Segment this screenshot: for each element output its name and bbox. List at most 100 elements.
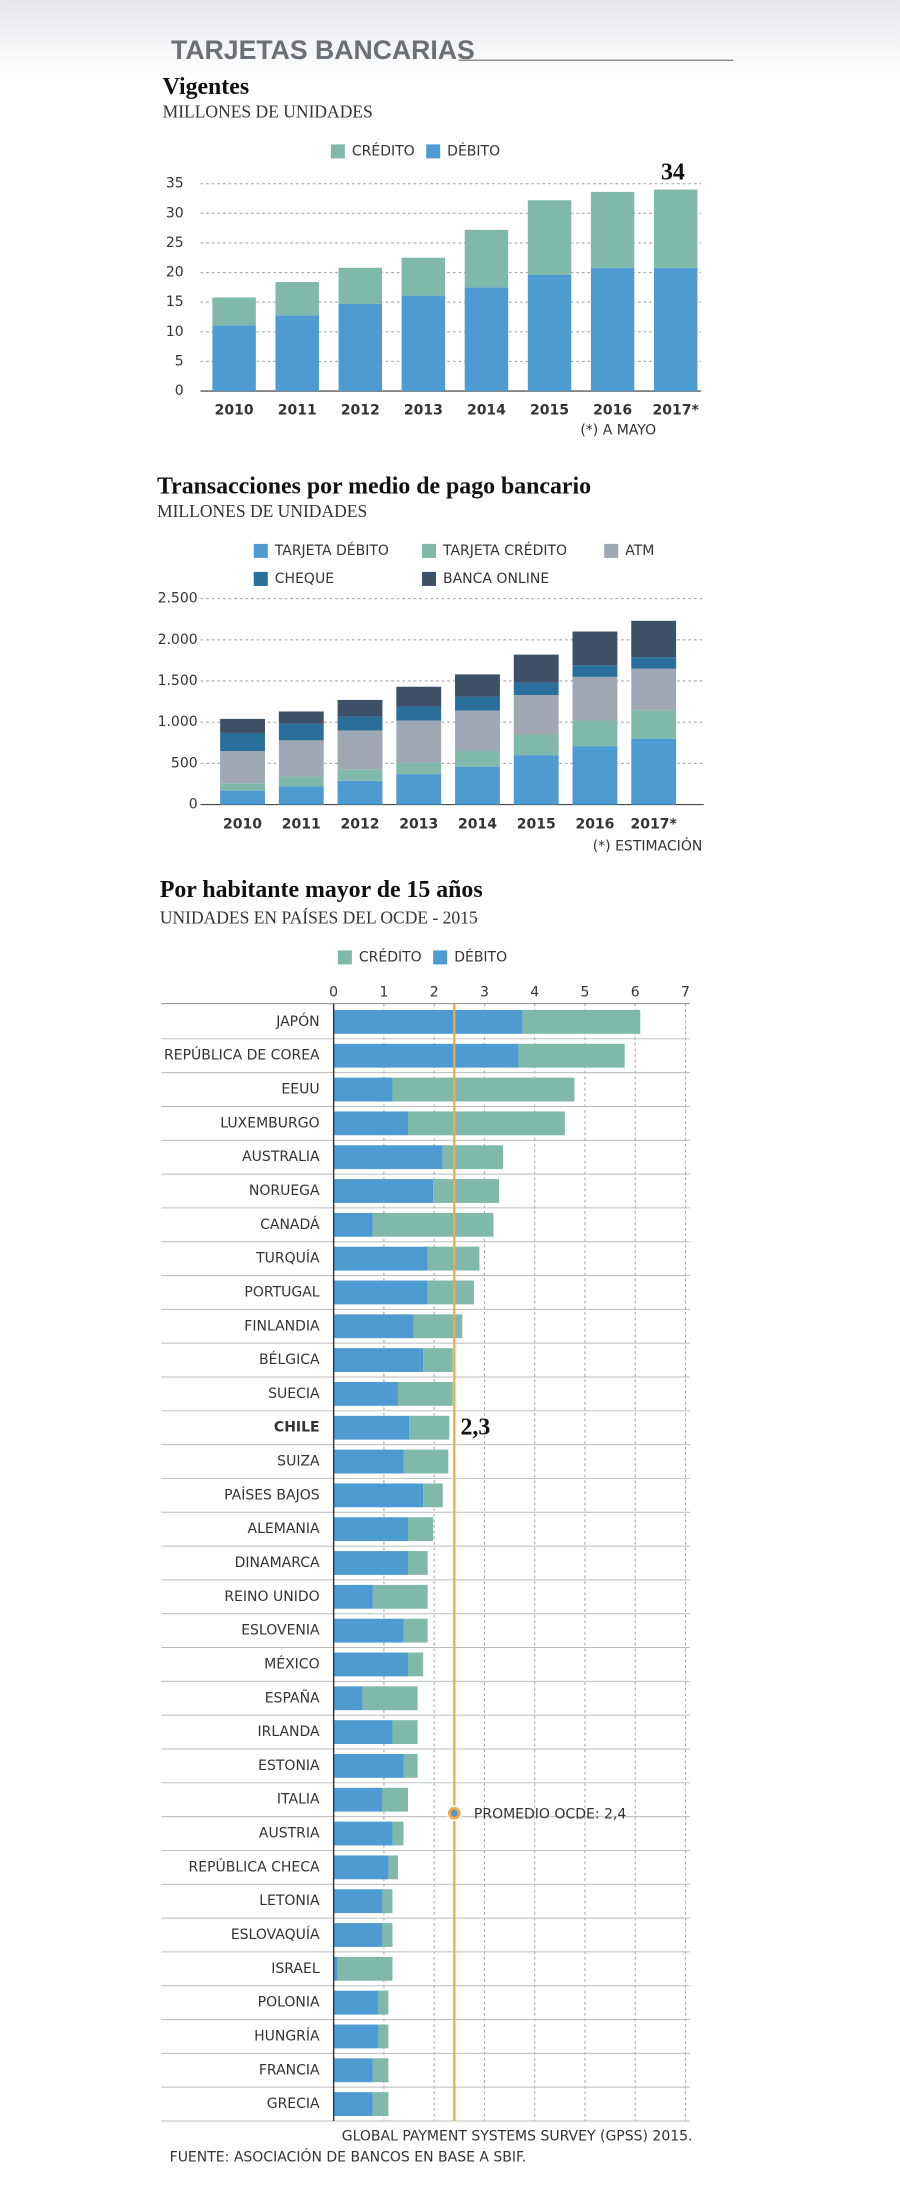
bar-segment: [401, 257, 446, 296]
bar-segment: [413, 1314, 463, 1339]
x-tick-label: 2012: [341, 403, 380, 419]
legend-label: TARJETA CRÉDITO: [442, 542, 567, 559]
bar-segment: [220, 751, 265, 784]
y-tick-label: 20: [166, 265, 184, 281]
y-tick-label: EEUU: [281, 1082, 319, 1098]
footnote: (*) ESTIMACIÓN: [593, 837, 703, 855]
bar-segment: [275, 282, 319, 316]
bar-segment: [372, 1584, 428, 1609]
bar-segment: [408, 1551, 428, 1575]
highlight-label: 2,3: [460, 1415, 490, 1441]
bar-segment: [396, 774, 442, 805]
bar-segment: [423, 1483, 443, 1508]
legend-label: CHEQUE: [275, 571, 334, 587]
bar-segment: [337, 699, 383, 717]
bar-segment: [333, 2024, 379, 2049]
chart-subtitle: UNIDADES EN PAÍSES DEL OCDE - 2015: [160, 908, 478, 928]
bar-segment: [337, 780, 383, 805]
y-tick-label: DINAMARCA: [235, 1555, 320, 1571]
bar-segment: [333, 1111, 409, 1136]
bar-segment: [372, 2058, 389, 2083]
y-tick-label: LETONIA: [259, 1893, 320, 1909]
bar-segment: [278, 740, 324, 777]
y-tick-label: HUNGRÍA: [254, 2027, 320, 2044]
bar-segment: [382, 1889, 393, 1914]
y-tick-label: 1.000: [158, 714, 198, 730]
bar-segment: [337, 716, 383, 731]
bar-segment: [278, 786, 324, 805]
bar-segment: [333, 2058, 373, 2083]
bar-segment: [409, 1415, 450, 1440]
bar-segment: [333, 1212, 373, 1237]
bar-segment: [220, 732, 265, 752]
legend-label: BANCA ONLINE: [443, 571, 549, 587]
bar-segment: [333, 1348, 424, 1372]
bar-segment: [333, 1652, 409, 1677]
bar-segment: [333, 1381, 398, 1406]
bar-segment: [220, 783, 265, 791]
bar-segment: [333, 1618, 404, 1643]
chart-subtitle: MILLONES DE UNIDADES: [163, 102, 373, 122]
chart-title: Vigentes: [163, 74, 249, 100]
bar-segment: [631, 668, 677, 711]
bar-segment: [590, 267, 635, 392]
x-tick-label: 7: [681, 984, 690, 1000]
bar-segment: [522, 1009, 641, 1034]
bar-segment: [378, 2024, 389, 2049]
y-tick-label: ITALIA: [277, 1792, 320, 1808]
x-tick-label: 2013: [399, 816, 438, 832]
bar-segment: [527, 274, 572, 392]
legend-swatch: [421, 571, 436, 586]
bar-segment: [590, 191, 635, 268]
legend-swatch: [604, 543, 619, 558]
bar-segment: [572, 676, 618, 721]
bar-segment: [338, 267, 383, 304]
y-tick-label: ESPAÑA: [265, 1689, 320, 1706]
bar-segment: [337, 769, 383, 781]
legend-swatch: [433, 950, 448, 965]
bar-segment: [333, 1956, 338, 1981]
y-tick-label: GRECIA: [267, 2096, 320, 2112]
y-tick-label: LUXEMBURGO: [220, 1115, 319, 1131]
bar-segment: [378, 1990, 389, 2015]
bar-segment: [333, 1855, 389, 1880]
bar-segment: [333, 1483, 424, 1508]
y-tick-label: 10: [166, 324, 184, 340]
bar-segment: [572, 631, 618, 666]
x-tick-label: 2014: [467, 403, 506, 419]
y-tick-label: AUSTRIA: [259, 1826, 320, 1842]
bar-segment: [333, 1990, 379, 2015]
bar-segment: [212, 297, 256, 326]
legend-label: DÉBITO: [454, 948, 507, 965]
bar-segment: [513, 734, 559, 756]
x-tick-label: 2016: [593, 403, 632, 419]
bar-segment: [333, 1720, 393, 1744]
source-note: FUENTE: ASOCIACIÓN DE BANCOS EN BASE A S…: [170, 2147, 527, 2165]
y-tick-label: 30: [166, 205, 184, 221]
bar-segment: [513, 654, 559, 683]
legend-label: CRÉDITO: [359, 948, 422, 965]
legend-swatch: [253, 543, 268, 558]
bar-segment: [455, 696, 500, 711]
bar-segment: [518, 1043, 625, 1068]
y-tick-label: MÉXICO: [264, 1655, 319, 1672]
bar-segment: [403, 1449, 449, 1474]
bar-segment: [427, 1280, 474, 1305]
y-tick-label: POLONIA: [258, 1995, 320, 2011]
legend-label: TARJETA DÉBITO: [274, 542, 389, 559]
y-tick-label: ISRAEL: [271, 1961, 320, 1977]
y-tick-label: NORUEGA: [249, 1183, 320, 1199]
y-tick-label: REPÚBLICA CHECA: [189, 1857, 321, 1875]
bar-segment: [333, 1145, 443, 1170]
bar-segment: [333, 1077, 393, 1102]
bar-segment: [338, 303, 383, 392]
bar-segment: [455, 751, 500, 767]
y-tick-label: JAPÓN: [275, 1012, 319, 1030]
y-tick-label: PORTUGAL: [244, 1284, 319, 1300]
y-tick-label: REPÚBLICA DE COREA: [164, 1046, 320, 1064]
bar-segment: [275, 315, 319, 392]
bar-segment: [455, 766, 500, 805]
y-tick-label: ALEMANIA: [248, 1521, 320, 1537]
bar-segment: [333, 1517, 409, 1542]
